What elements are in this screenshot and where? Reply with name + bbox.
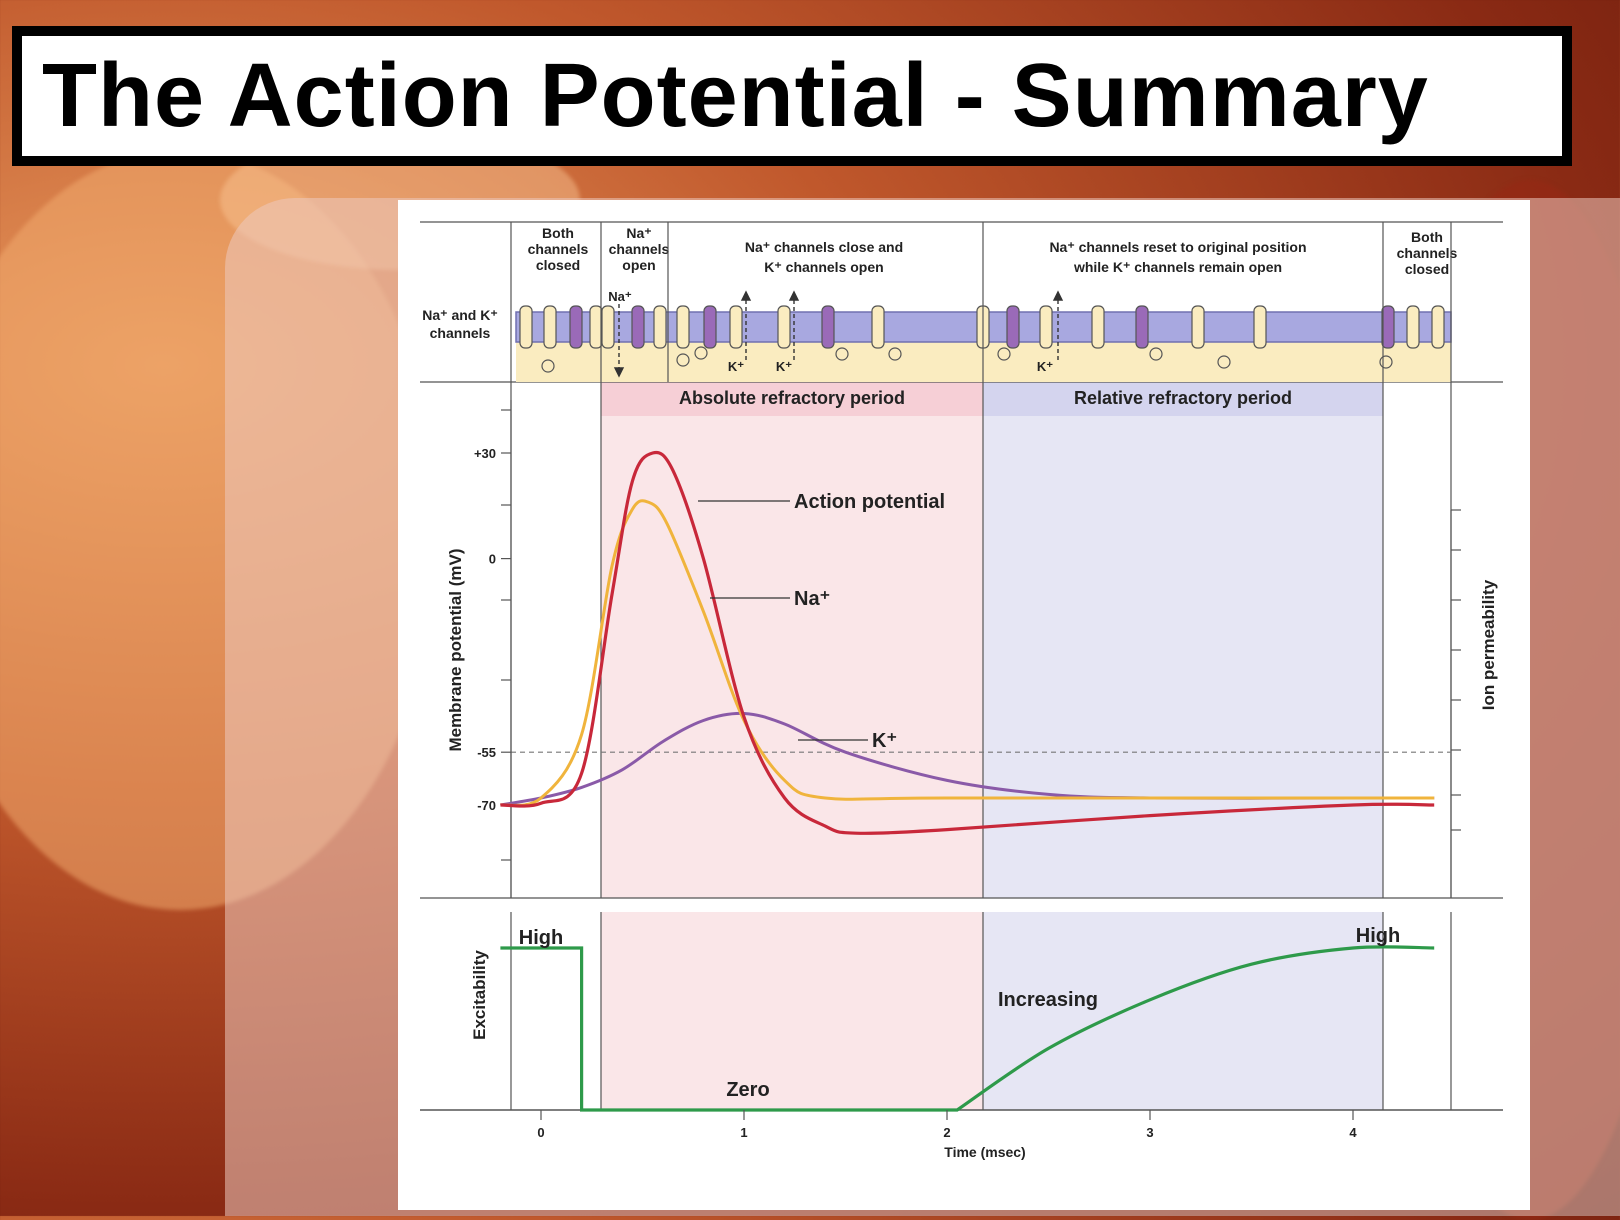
inactivation-gate — [541, 359, 555, 373]
na-permeability-curve — [500, 499, 1435, 807]
action-potential-figure: Na⁺ and K⁺ channels Both channels closed… — [398, 200, 1530, 1210]
excitability-curve — [500, 945, 1435, 1112]
k-channel-subunit — [1006, 305, 1020, 349]
flux-arrows — [613, 290, 1064, 378]
slide-title: The Action Potential - Summary — [22, 36, 1562, 156]
absolute-refractory-region-bottom — [601, 912, 983, 1110]
relative-refractory-label: Relative refractory period — [1074, 388, 1292, 408]
channel-label-line1: Na⁺ and K⁺ — [422, 307, 497, 323]
inactivation-gate — [888, 347, 902, 361]
x-tick-label: 0 — [537, 1125, 544, 1140]
action-potential-curve — [500, 450, 1435, 835]
absolute-refractory-header — [601, 382, 983, 416]
na-channel-subunit — [1191, 305, 1205, 349]
inactivation-gate — [676, 353, 690, 367]
relative-refractory-region-top — [983, 382, 1383, 898]
na-channel-subunit — [1253, 305, 1267, 349]
y-tick-label: +30 — [474, 446, 496, 461]
na-channel-subunit — [1091, 305, 1105, 349]
phase3-line2: K⁺ channels open — [764, 259, 883, 275]
phase1-line1: Both — [542, 225, 574, 241]
na-curve-label: Na⁺ — [794, 588, 830, 610]
inactivation-gate — [997, 347, 1011, 361]
na-channel-subunit — [601, 305, 615, 349]
x-tick-label: 2 — [943, 1125, 950, 1140]
phase1-line2: channels — [528, 241, 589, 257]
k-channel-subunit — [1381, 305, 1395, 349]
x-tick-label: 4 — [1349, 1125, 1357, 1140]
ion-label-k3: K⁺ — [1037, 359, 1053, 374]
inactivation-gate — [835, 347, 849, 361]
membrane-potential-ticks: +30 0 -55 -70 — [474, 400, 512, 898]
k-channel-subunit — [821, 305, 835, 349]
excitability-high-left-label: High — [519, 927, 563, 949]
phase5-line3: closed — [1405, 261, 1449, 277]
channel-label-line2: channels — [430, 325, 491, 341]
slide-title-frame: The Action Potential - Summary — [12, 26, 1572, 166]
k-channel-subunit — [631, 305, 645, 349]
phase2-line1: Na⁺ — [626, 225, 651, 241]
k-curve-label: K⁺ — [872, 730, 897, 752]
phase3-line1: Na⁺ channels close and — [745, 239, 903, 255]
curve-leader-lines — [698, 500, 868, 741]
inactivation-gate — [694, 346, 708, 360]
ion-label-k1: K⁺ — [728, 359, 744, 374]
relative-refractory-region-bottom — [983, 912, 1383, 1110]
y-tick-label: 0 — [489, 552, 496, 567]
na-channel-subunit — [676, 305, 690, 349]
na-channel-subunit — [519, 305, 533, 349]
k-channel-subunit — [703, 305, 717, 349]
ion-label-na: Na⁺ — [608, 289, 632, 304]
ion-label-k2: K⁺ — [776, 359, 792, 374]
phase1-line3: closed — [536, 257, 580, 273]
absolute-refractory-region-top — [601, 382, 983, 898]
relative-refractory-header — [983, 382, 1383, 416]
na-channel-subunit — [729, 305, 743, 349]
y-tick-label: -70 — [477, 798, 496, 813]
excitability-zero-label: Zero — [726, 1079, 769, 1101]
membrane-potential-axis-title: Membrane potential (mV) — [446, 548, 465, 751]
figure-svg: Na⁺ and K⁺ channels Both channels closed… — [420, 221, 1503, 1160]
excitability-increasing-label: Increasing — [998, 989, 1098, 1011]
inactivation-gate — [1149, 347, 1163, 361]
na-channel-subunit — [543, 305, 557, 349]
ion-permeability-axis-title: Ion permeability — [1479, 579, 1498, 710]
phase4-line2: while K⁺ channels remain open — [1073, 259, 1282, 275]
x-tick-label: 3 — [1146, 1125, 1153, 1140]
na-channel-subunit — [1039, 305, 1053, 349]
absolute-refractory-label: Absolute refractory period — [679, 388, 905, 408]
excitability-high-right-label: High — [1356, 925, 1400, 947]
phase2-line2: channels — [609, 241, 670, 257]
phase4-line1: Na⁺ channels reset to original position — [1049, 239, 1306, 255]
k-channel-subunit — [569, 305, 583, 349]
na-channel-subunit — [653, 305, 667, 349]
y-tick-label: -55 — [477, 745, 496, 760]
k-channel-subunit — [1135, 305, 1149, 349]
x-tick-label: 1 — [740, 1125, 747, 1140]
right-axis-ticks — [1451, 509, 1461, 831]
time-axis-ticks: 0 1 2 3 4 — [537, 1110, 1357, 1140]
na-channel-subunit — [589, 305, 603, 349]
na-channel-subunit — [871, 305, 885, 349]
inactivation-gate — [1379, 355, 1393, 369]
excitability-axis-title: Excitability — [470, 950, 489, 1040]
inactivation-gate — [1217, 355, 1231, 369]
na-channel-subunit — [1431, 305, 1445, 349]
phase2-line3: open — [622, 257, 655, 273]
action-potential-label: Action potential — [794, 491, 945, 513]
na-channel-subunit — [1406, 305, 1420, 349]
na-channel-subunit — [777, 305, 791, 349]
phase5-line2: channels — [1397, 245, 1458, 261]
phase5-line1: Both — [1411, 229, 1443, 245]
time-axis-title: Time (msec) — [944, 1144, 1025, 1160]
channel-glyphs — [519, 305, 1445, 373]
